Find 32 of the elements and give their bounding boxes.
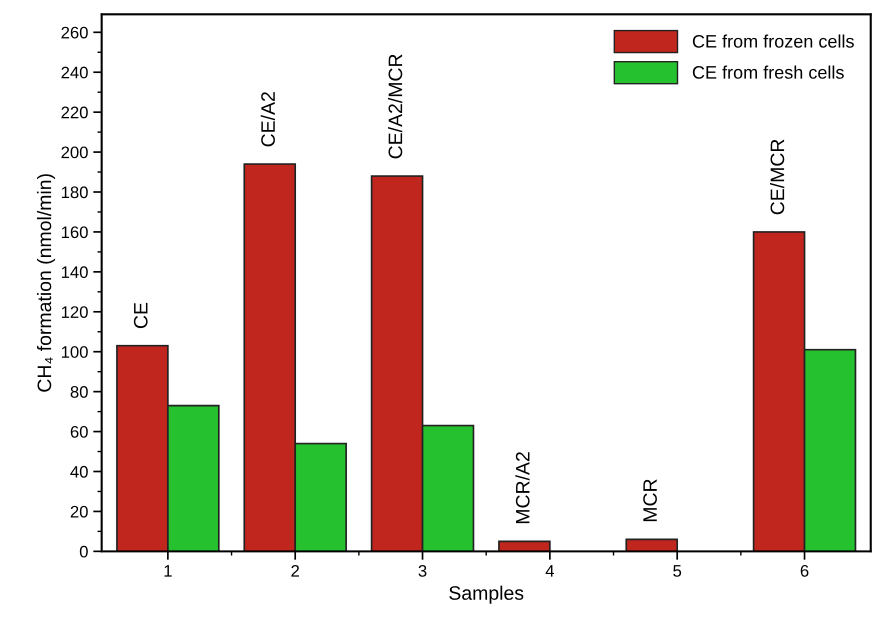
- y-tick-label: 100: [62, 346, 88, 358]
- y-tick-label: 240: [62, 66, 88, 78]
- y-tick-label: 200: [62, 146, 88, 158]
- annotation: CE/A2: [260, 92, 275, 146]
- x-tick-label: 4: [546, 565, 554, 577]
- y-tick-label: 220: [62, 106, 88, 118]
- y-axis-title: CH₄ formation (nmol/min): [36, 174, 56, 392]
- y-tick-label: 60: [70, 426, 88, 438]
- annotation: MCR/A2: [515, 452, 530, 524]
- x-tick-label: 2: [291, 564, 299, 577]
- x-tick-label: 3: [418, 564, 426, 577]
- y-tick-label: 180: [62, 186, 88, 198]
- annotation: CE/MCR: [770, 139, 784, 214]
- y-tick-label: 40: [70, 466, 88, 478]
- bar: [625, 538, 678, 552]
- y-tick-label: 0: [80, 546, 88, 558]
- annotation: MCR: [643, 479, 657, 522]
- x-tick-label: 1: [164, 565, 172, 577]
- legend-label: CE from frozen cells: [692, 34, 854, 48]
- bar: [498, 540, 551, 552]
- y-tick-label: 120: [62, 306, 88, 318]
- y-tick-label: 160: [62, 226, 88, 238]
- y-tick-label: 140: [62, 266, 88, 278]
- legend-label: CE from fresh cells: [692, 66, 844, 79]
- annotation: CE: [134, 302, 148, 328]
- y-tick-label: 20: [70, 506, 88, 518]
- x-axis-title: Samples: [449, 586, 524, 604]
- x-tick-label: 6: [800, 564, 808, 577]
- y-tick-label: 260: [62, 26, 88, 38]
- y-tick-label: 80: [70, 386, 88, 398]
- annotation: CE/A2/MCR: [388, 54, 402, 158]
- x-tick-label: 5: [673, 565, 682, 577]
